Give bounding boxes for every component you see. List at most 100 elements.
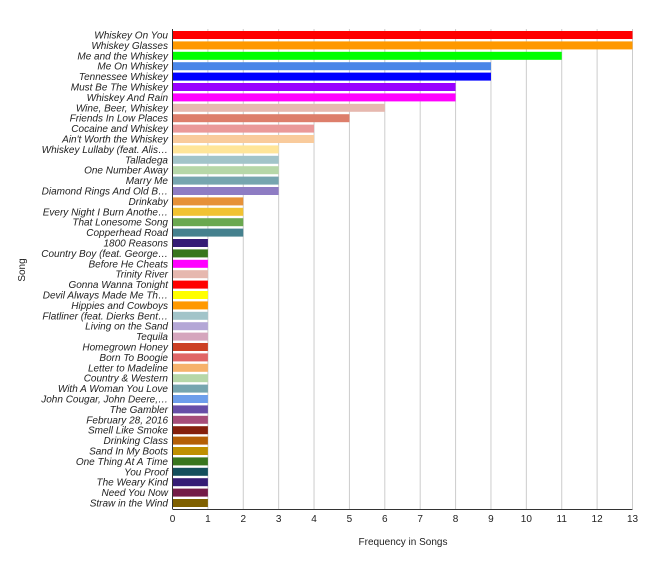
category-label: Every Night I Burn Anothe…	[43, 207, 168, 218]
bar	[173, 395, 208, 403]
bar	[173, 426, 208, 435]
bar	[173, 457, 208, 466]
bar	[173, 51, 562, 60]
bar	[173, 228, 244, 237]
bar	[173, 301, 208, 310]
category-label: Whiskey Glasses	[91, 41, 168, 52]
bar	[173, 488, 208, 497]
category-label: That Lonesome Song	[72, 218, 168, 229]
bar	[173, 239, 208, 247]
bar	[173, 114, 350, 123]
bar	[173, 436, 208, 445]
category-label: Whiskey On You	[94, 31, 168, 42]
x-tick-label: 6	[382, 514, 388, 525]
bar	[173, 280, 208, 289]
bar	[173, 332, 208, 341]
category-label: Living on the Sand	[85, 322, 168, 333]
bar	[173, 207, 244, 216]
category-label: Talladega	[125, 155, 168, 166]
bar	[173, 166, 279, 175]
bar	[173, 72, 491, 81]
x-tick-label: 7	[417, 514, 423, 525]
bar	[173, 259, 208, 268]
category-label: Diamond Rings And Old B…	[42, 187, 168, 198]
bar	[173, 447, 208, 455]
bar	[173, 249, 208, 258]
category-label: Must Be The Whiskey	[71, 83, 169, 94]
category-label: Whiskey And Rain	[87, 93, 169, 104]
category-label: Need You Now	[101, 488, 168, 499]
x-tick-label: 12	[592, 514, 604, 525]
category-label: The Gambler	[110, 405, 169, 416]
bar	[173, 124, 315, 133]
category-label: Homegrown Honey	[82, 343, 169, 354]
category-label: One Thing At A Time	[76, 457, 169, 468]
bar	[173, 187, 279, 195]
category-label: Trinity River	[115, 270, 168, 281]
category-label: Gonna Wanna Tonight	[68, 280, 169, 291]
category-label: Me and the Whiskey	[77, 51, 169, 62]
category-label: Smell Like Smoke	[88, 426, 168, 437]
bar	[173, 291, 208, 299]
bar	[173, 176, 279, 185]
bar	[173, 135, 315, 143]
x-axis-title: Frequency in Songs	[359, 537, 448, 548]
bar	[173, 62, 491, 71]
bar	[173, 374, 208, 383]
bar	[173, 270, 208, 279]
category-label: Drinkaby	[129, 197, 169, 208]
x-tick-label: 5	[347, 514, 353, 525]
category-label: Friends In Low Places	[70, 114, 168, 125]
category-label: Whiskey Lullaby (feat. Alis…	[42, 145, 168, 156]
category-label: John Cougar, John Deere,…	[40, 395, 168, 406]
x-tick-label: 4	[311, 514, 317, 525]
x-tick-label: 10	[521, 514, 533, 525]
x-tick-label: 0	[170, 514, 176, 525]
category-label: You Proof	[124, 467, 169, 478]
x-tick-label: 3	[276, 514, 282, 525]
category-label: Country Boy (feat. George…	[41, 249, 168, 260]
bar	[173, 218, 244, 227]
bar	[173, 343, 208, 351]
category-label: Country & Western	[84, 374, 169, 385]
category-label: Before He Cheats	[89, 259, 169, 270]
category-label: Devil Always Made Me Th…	[43, 291, 168, 302]
category-label: Marry Me	[126, 176, 169, 187]
category-label: Tequila	[136, 332, 168, 343]
category-label: Straw in the Wind	[90, 499, 169, 510]
bar	[173, 467, 208, 476]
category-label: Sand In My Boots	[89, 447, 168, 458]
y-axis-title: Song	[17, 258, 28, 281]
bar	[173, 83, 456, 91]
bar	[173, 155, 279, 164]
bar	[173, 145, 279, 154]
bars	[173, 31, 633, 507]
category-label: Hippies and Cowboys	[71, 301, 168, 312]
category-label: Tennessee Whiskey	[79, 72, 169, 83]
bar	[173, 322, 208, 331]
bar	[173, 415, 208, 424]
category-label: Letter to Madeline	[88, 363, 168, 374]
category-label: Copperhead Road	[86, 228, 168, 239]
category-label: Cocaine and Whiskey	[71, 124, 169, 135]
category-label: 1800 Reasons	[104, 239, 169, 250]
bar	[173, 31, 633, 39]
bar	[173, 384, 208, 393]
category-label: Me On Whiskey	[97, 62, 169, 73]
category-label: Drinking Class	[104, 436, 168, 447]
category-label: Born To Boogie	[99, 353, 168, 364]
bar	[173, 311, 208, 320]
bar	[173, 197, 244, 206]
category-label: Wine, Beer, Whiskey	[76, 103, 169, 114]
category-label: With A Woman You Love	[58, 384, 169, 395]
bar	[173, 405, 208, 414]
bar	[173, 499, 208, 507]
category-label: The Weary Kind	[96, 478, 168, 489]
bar	[173, 353, 208, 362]
x-tick-label: 9	[488, 514, 494, 525]
category-label: Flatliner (feat. Dierks Bent…	[42, 311, 168, 322]
bar	[173, 363, 208, 372]
x-tick-label: 13	[627, 514, 639, 525]
